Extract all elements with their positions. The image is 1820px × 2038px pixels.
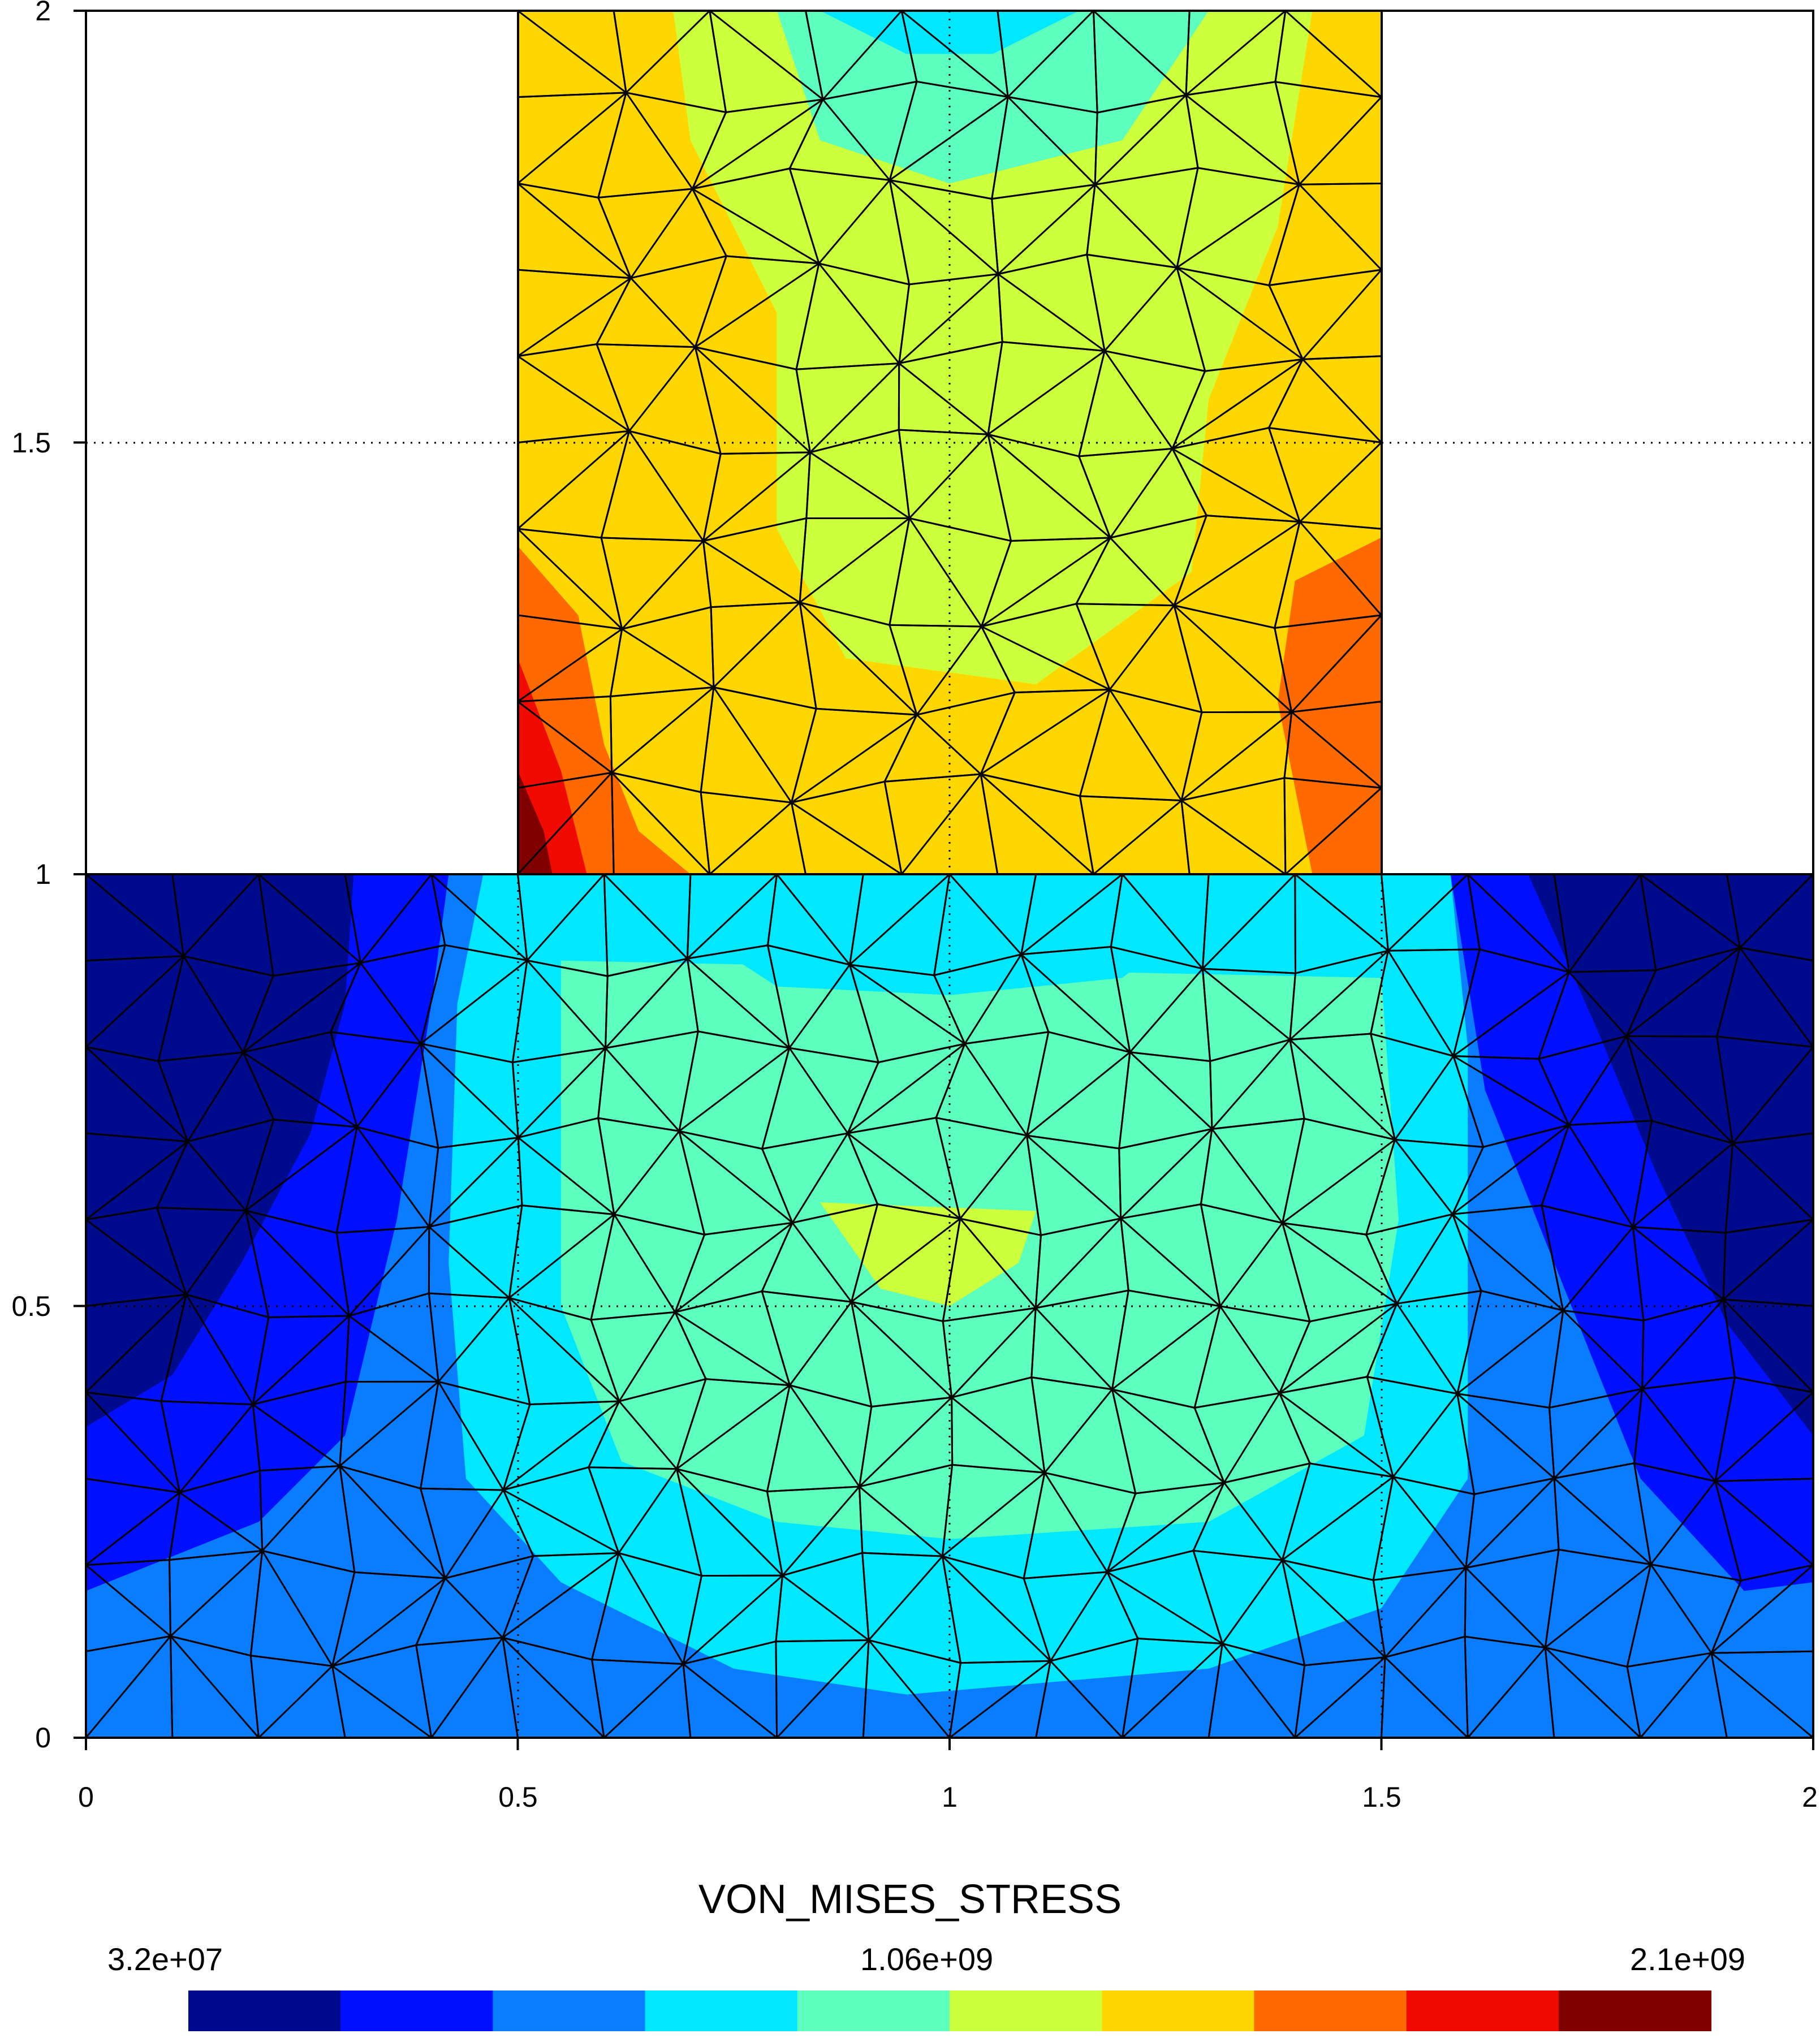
colorbar-swatch [950, 1990, 1103, 2031]
colorbar-swatch [1102, 1990, 1255, 2031]
mesh-cell [1380, 874, 1481, 952]
mesh-cell [257, 874, 362, 977]
mesh-cell [1715, 947, 1813, 1048]
mesh-cell [1467, 874, 1571, 974]
colorbar-swatch [645, 1990, 798, 2031]
mesh-cell [1722, 1219, 1813, 1307]
x-tick-label: 2 [1802, 1781, 1818, 1813]
colorbar-min-label: 3.2e+07 [107, 1941, 223, 1977]
mesh-cell [1710, 1564, 1813, 1654]
mesh-cell [1020, 874, 1123, 956]
mesh-cell [1640, 874, 1741, 971]
mesh-cell [1185, 11, 1287, 96]
mesh-cell [848, 874, 951, 977]
y-tick-label: 1.5 [11, 427, 51, 459]
mesh-cell [997, 11, 1098, 114]
mesh-cell [516, 874, 609, 977]
mesh-cell [1726, 874, 1813, 962]
colorbar-swatch [493, 1990, 646, 2031]
contour-band [820, 11, 1080, 54]
x-tick-label: 0.5 [498, 1781, 538, 1813]
mesh-cell [1294, 874, 1390, 974]
lower-block-mesh [86, 874, 1813, 1738]
x-tick-label: 0 [78, 1781, 94, 1813]
mesh-cell [1724, 1132, 1813, 1234]
colorbar-swatch [1406, 1990, 1559, 2031]
contour-band [673, 11, 1313, 685]
colorbar-title: VON_MISES_STRESS [698, 1877, 1122, 1922]
colorbar-mid-label: 1.06e+09 [860, 1941, 994, 1977]
mesh-cell [1201, 874, 1296, 974]
y-tick-label: 0 [35, 1722, 51, 1754]
mesh-cell [900, 11, 1009, 98]
x-tick-labels: 0 0.5 1 1.5 2 [78, 1781, 1818, 1813]
colorbar-swatch [797, 1990, 950, 2031]
mesh-cell [804, 11, 918, 101]
contour-band [777, 11, 1209, 184]
mesh-cell [1714, 1478, 1813, 1582]
mesh-cell [1110, 874, 1210, 970]
colorbar-swatch [188, 1990, 342, 2031]
axis-ticks [74, 10, 1814, 1750]
contour-band [1528, 874, 1813, 1436]
colorbar-swatch [340, 1990, 494, 2031]
mesh-cell [933, 874, 1037, 977]
y-tick-label: 2 [35, 0, 51, 27]
x-tick-label: 1.5 [1362, 1781, 1401, 1813]
mesh-cell [171, 874, 275, 977]
colorbar [188, 1990, 1711, 2031]
mesh-cell [1274, 11, 1382, 98]
mesh-cell [86, 874, 185, 962]
contour-band [604, 874, 1252, 995]
mesh-cell [1553, 874, 1657, 973]
contour-band [1278, 537, 1382, 874]
colorbar-max-label: 2.1e+09 [1630, 1941, 1745, 1977]
mesh-cell [613, 11, 727, 114]
colorbar-swatch [1558, 1990, 1711, 2031]
y-tick-label: 0.5 [11, 1290, 51, 1322]
mesh-cell [344, 874, 446, 964]
upper-block-contours [518, 11, 1382, 874]
mesh-cell [709, 11, 824, 114]
contour-band [518, 771, 553, 874]
mesh-cell [1715, 1035, 1813, 1145]
contour-band [86, 874, 354, 1427]
x-tick-label: 1 [942, 1781, 958, 1813]
contour-band [820, 1202, 1036, 1306]
mesh-cell [518, 11, 627, 98]
mesh-cell [1092, 11, 1191, 114]
colorbar-swatch [1254, 1990, 1407, 2031]
mesh-cell [430, 874, 528, 962]
mesh-cell [603, 874, 692, 977]
mesh-cell [1714, 1376, 1813, 1482]
y-tick-labels: 0 0.5 1 1.5 2 [11, 0, 51, 1754]
mesh-cell [1722, 1298, 1813, 1393]
mesh-cell [686, 874, 778, 960]
y-tick-label: 1 [35, 858, 51, 890]
mesh-cell [766, 874, 864, 966]
mesh-cell [1710, 1650, 1813, 1738]
